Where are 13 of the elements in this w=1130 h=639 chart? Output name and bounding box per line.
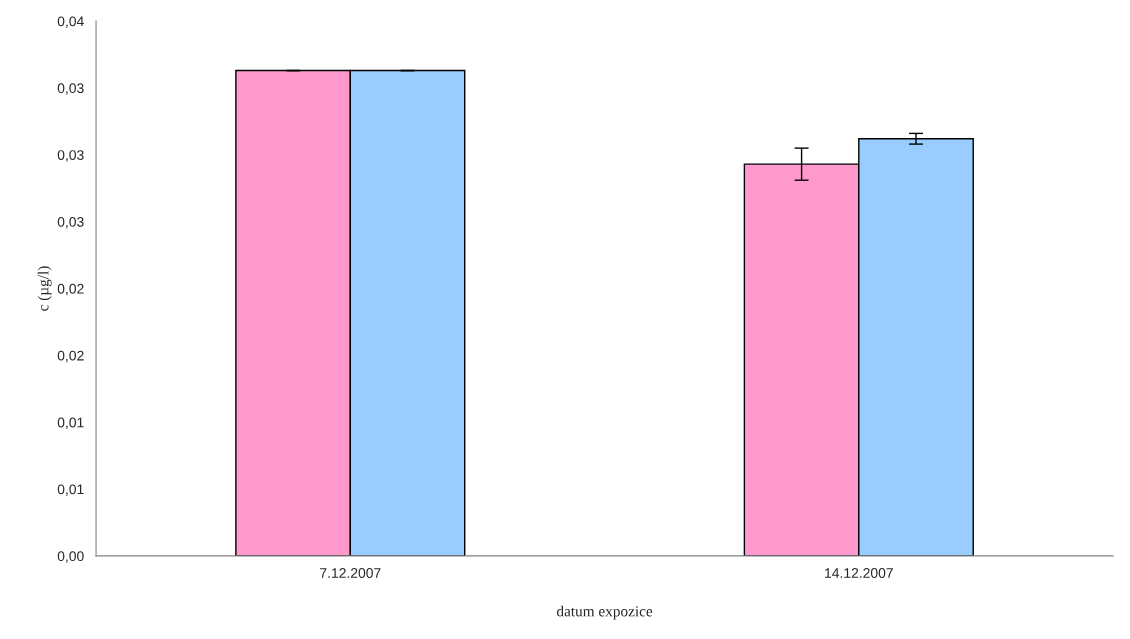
x-tick-label: 14.12.2007 — [825, 568, 893, 578]
y-tick-label: 0,03 — [57, 216, 84, 229]
y-tick-label: 0,03 — [57, 150, 84, 162]
y-tick-label: 0,02 — [57, 283, 84, 296]
x-tick-label: 7.12.2007 — [320, 568, 381, 578]
y-tick-label: 0,01 — [57, 417, 84, 430]
y-tick-label: 0,01 — [57, 484, 84, 496]
y-tick-label: 0,03 — [57, 83, 84, 95]
x-axis-title: datum expozice — [556, 605, 653, 620]
y-tick-label: 0,00 — [57, 551, 84, 563]
y-tick-label: 0,02 — [57, 350, 84, 363]
y-tick-label: 0,04 — [57, 16, 84, 28]
y-axis-title: c (µg/l) — [37, 266, 52, 311]
